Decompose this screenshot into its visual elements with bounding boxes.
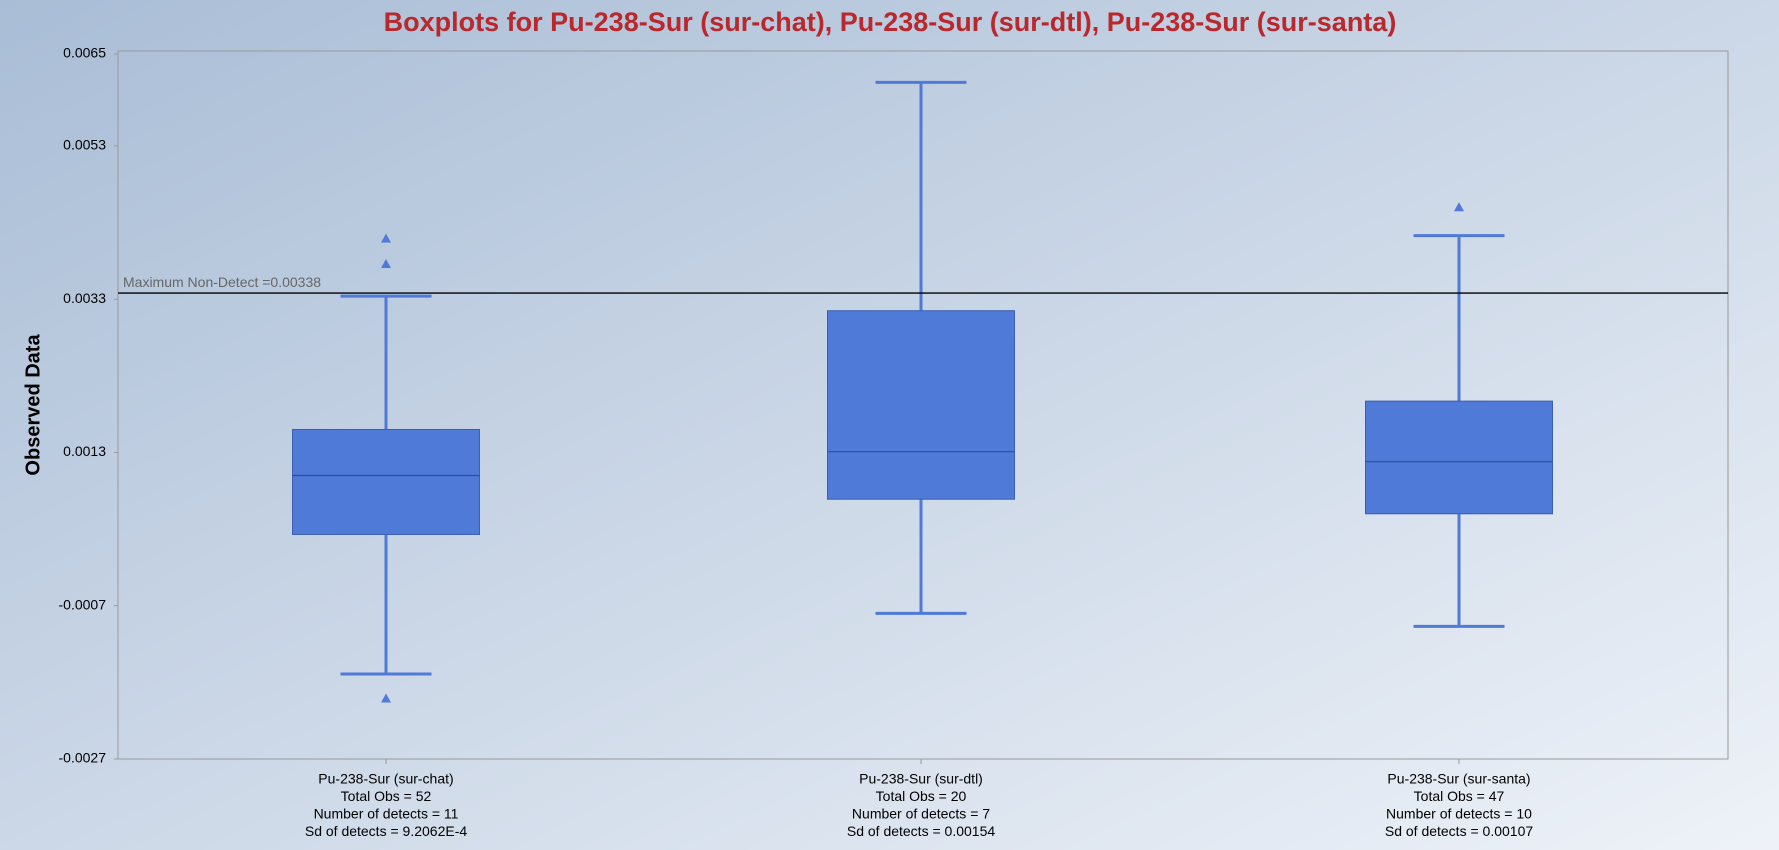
box <box>827 310 1015 500</box>
x-tick-label: Sd of detects = 9.2062E-4 <box>305 823 467 839</box>
outlier <box>381 693 391 703</box>
x-tick-label: Total Obs = 20 <box>876 788 967 804</box>
y-tick-label: -0.0007 <box>59 596 107 612</box>
y-tick-label: 0.0053 <box>63 137 106 153</box>
chart-title: Boxplots for Pu-238-Sur (sur-chat), Pu-2… <box>384 7 1397 37</box>
y-tick-label: 0.0013 <box>63 443 106 459</box>
y-axis-label: Observed Data <box>22 334 44 476</box>
x-tick-label: Pu-238-Sur (sur-santa) <box>1387 771 1530 787</box>
y-tick-label: -0.0027 <box>59 750 107 766</box>
x-tick-label: Total Obs = 52 <box>341 788 432 804</box>
x-tick-label: Sd of detects = 0.00154 <box>847 823 995 839</box>
box <box>1365 400 1553 515</box>
x-tick-label: Number of detects = 7 <box>852 806 990 822</box>
x-tick-label: Sd of detects = 0.00107 <box>1385 823 1533 839</box>
outlier <box>381 233 391 243</box>
plot-frame <box>117 50 1729 760</box>
outlier <box>1454 202 1464 212</box>
outlier <box>381 258 391 268</box>
y-tick-label: 0.0033 <box>63 290 106 306</box>
x-tick-label: Number of detects = 11 <box>314 806 459 822</box>
box <box>292 428 480 535</box>
x-tick-label: Pu-238-Sur (sur-chat) <box>318 771 453 787</box>
x-tick-label: Pu-238-Sur (sur-dtl) <box>859 771 983 787</box>
x-tick-label: Number of detects = 10 <box>1386 806 1532 822</box>
x-tick-label: Total Obs = 47 <box>1414 788 1505 804</box>
y-tick-label: 0.0065 <box>63 45 106 61</box>
reference-label: Maximum Non-Detect =0.00338 <box>123 274 321 290</box>
